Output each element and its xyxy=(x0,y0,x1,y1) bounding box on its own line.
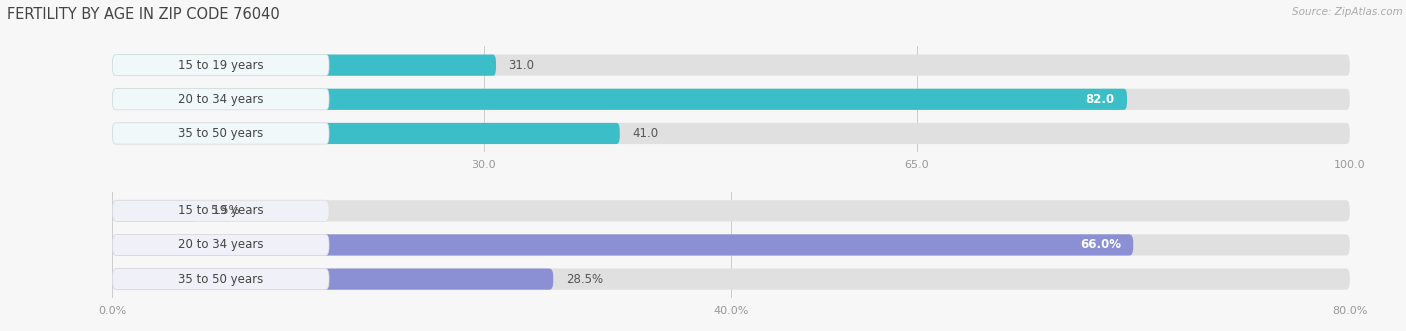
FancyBboxPatch shape xyxy=(112,123,1350,144)
FancyBboxPatch shape xyxy=(112,234,1350,256)
Text: Source: ZipAtlas.com: Source: ZipAtlas.com xyxy=(1292,7,1403,17)
FancyBboxPatch shape xyxy=(112,268,329,290)
FancyBboxPatch shape xyxy=(112,89,1128,110)
Text: 15 to 19 years: 15 to 19 years xyxy=(179,204,263,217)
Text: 35 to 50 years: 35 to 50 years xyxy=(179,127,263,140)
FancyBboxPatch shape xyxy=(112,234,329,256)
Text: 20 to 34 years: 20 to 34 years xyxy=(179,93,263,106)
Text: 82.0: 82.0 xyxy=(1085,93,1115,106)
Text: FERTILITY BY AGE IN ZIP CODE 76040: FERTILITY BY AGE IN ZIP CODE 76040 xyxy=(7,7,280,22)
FancyBboxPatch shape xyxy=(112,200,329,221)
FancyBboxPatch shape xyxy=(112,200,197,221)
FancyBboxPatch shape xyxy=(112,89,1350,110)
Text: 20 to 34 years: 20 to 34 years xyxy=(179,238,263,252)
FancyBboxPatch shape xyxy=(112,200,1350,221)
FancyBboxPatch shape xyxy=(112,55,1350,76)
Text: 28.5%: 28.5% xyxy=(565,273,603,286)
FancyBboxPatch shape xyxy=(112,89,329,110)
Text: 31.0: 31.0 xyxy=(509,59,534,71)
FancyBboxPatch shape xyxy=(112,55,496,76)
Text: 5.5%: 5.5% xyxy=(209,204,239,217)
FancyBboxPatch shape xyxy=(112,268,554,290)
Text: 41.0: 41.0 xyxy=(633,127,658,140)
FancyBboxPatch shape xyxy=(112,268,1350,290)
FancyBboxPatch shape xyxy=(112,123,620,144)
FancyBboxPatch shape xyxy=(112,234,1133,256)
FancyBboxPatch shape xyxy=(112,123,329,144)
Text: 35 to 50 years: 35 to 50 years xyxy=(179,273,263,286)
Text: 66.0%: 66.0% xyxy=(1080,238,1121,252)
Text: 15 to 19 years: 15 to 19 years xyxy=(179,59,263,71)
FancyBboxPatch shape xyxy=(112,55,329,76)
